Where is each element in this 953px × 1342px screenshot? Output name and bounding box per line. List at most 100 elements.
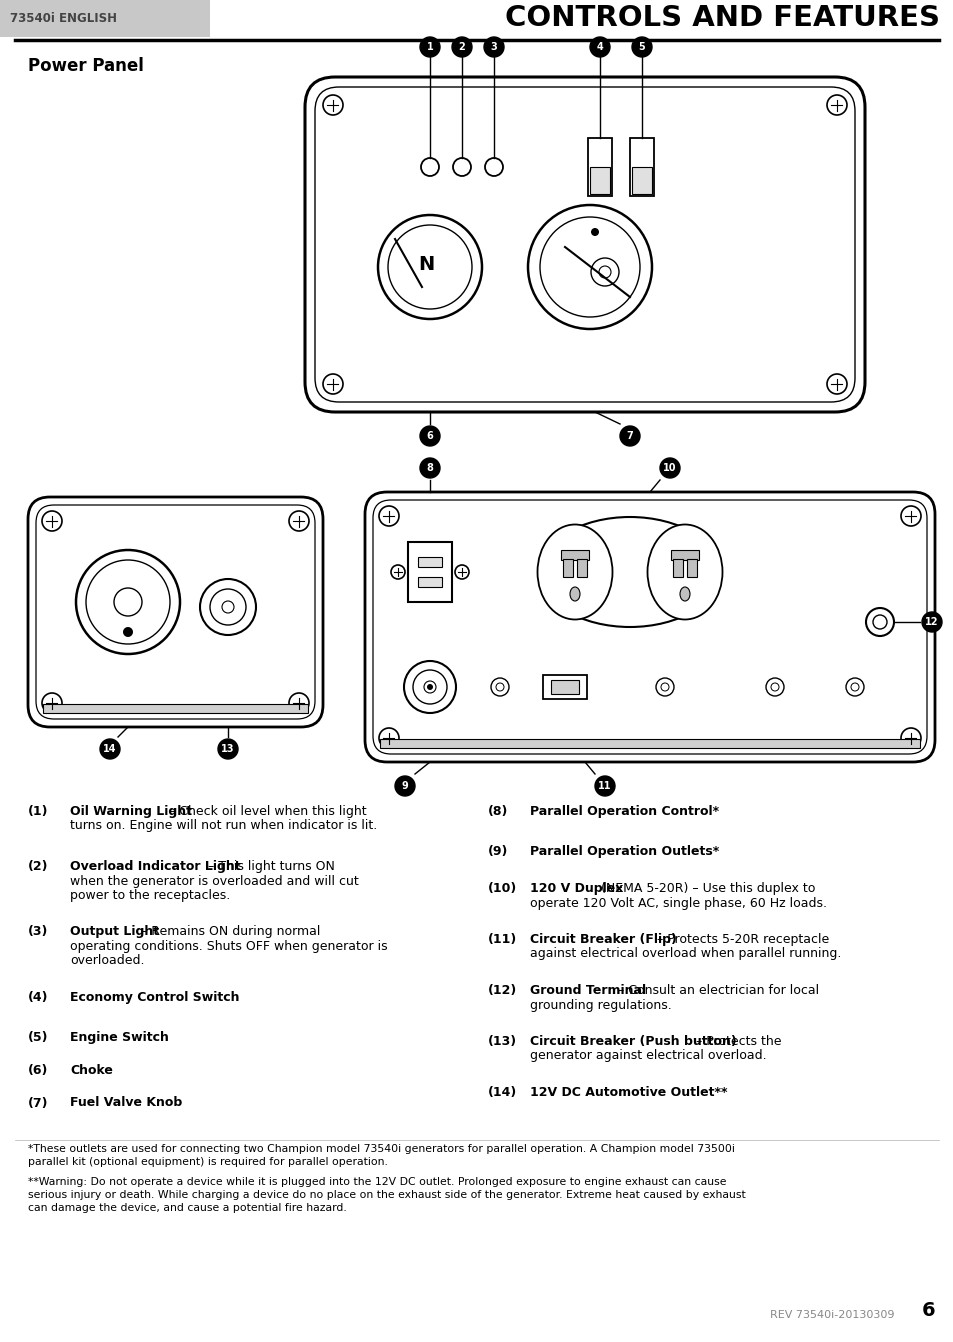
Bar [670, 550, 699, 560]
Text: (1): (1) [28, 805, 49, 819]
Bar [560, 550, 588, 560]
Text: 4: 4 [596, 42, 602, 52]
Circle shape [427, 684, 433, 690]
Text: – Protects the: – Protects the [691, 1035, 781, 1048]
Text: (8): (8) [488, 805, 508, 819]
Text: (13): (13) [488, 1035, 517, 1048]
Text: (NEMA 5-20R) – Use this duplex to: (NEMA 5-20R) – Use this duplex to [597, 882, 815, 895]
Text: Economy Control Switch: Economy Control Switch [70, 990, 239, 1004]
Text: REV 73540i-20130309: REV 73540i-20130309 [770, 1310, 894, 1321]
Ellipse shape [569, 586, 579, 601]
Text: (11): (11) [488, 933, 517, 946]
Text: Power Panel: Power Panel [28, 56, 144, 75]
Text: 14: 14 [103, 743, 116, 754]
Circle shape [395, 776, 415, 796]
Text: 12: 12 [924, 617, 938, 627]
Text: 120 V Duplex: 120 V Duplex [530, 882, 622, 895]
Text: 13: 13 [221, 743, 234, 754]
Text: 10: 10 [662, 463, 676, 472]
Circle shape [452, 38, 472, 56]
Text: **Warning: Do not operate a device while it is plugged into the 12V DC outlet. P: **Warning: Do not operate a device while… [28, 1177, 726, 1188]
Circle shape [619, 425, 639, 446]
Circle shape [589, 38, 609, 56]
Bar [672, 560, 682, 577]
Bar [0, 0, 210, 38]
Circle shape [419, 425, 439, 446]
Text: 7: 7 [626, 431, 633, 442]
Text: turns on. Engine will not run when indicator is lit.: turns on. Engine will not run when indic… [70, 820, 376, 832]
Text: (14): (14) [488, 1086, 517, 1099]
Bar [562, 560, 573, 577]
Text: (9): (9) [488, 845, 508, 859]
Text: Oil Warning Light: Oil Warning Light [70, 805, 192, 819]
Text: *These outlets are used for connecting two Champion model 73540i generators for : *These outlets are used for connecting t… [28, 1143, 734, 1154]
Text: (2): (2) [28, 860, 49, 874]
Bar [629, 138, 654, 196]
Text: 6: 6 [426, 431, 433, 442]
Bar [631, 166, 651, 195]
Text: against electrical overload when parallel running.: against electrical overload when paralle… [530, 947, 841, 961]
Text: Circuit Breaker (Push button): Circuit Breaker (Push button) [530, 1035, 736, 1048]
Text: – Protects 5-20R receptacle: – Protects 5-20R receptacle [652, 933, 828, 946]
Bar [577, 560, 586, 577]
Text: – Consult an electrician for local: – Consult an electrician for local [613, 984, 818, 997]
Text: 9: 9 [401, 781, 408, 790]
Text: 8: 8 [426, 463, 433, 472]
Circle shape [631, 38, 651, 56]
Text: – This light turns ON: – This light turns ON [204, 860, 335, 874]
Text: parallel kit (optional equipment) is required for parallel operation.: parallel kit (optional equipment) is req… [28, 1157, 388, 1168]
Bar [686, 560, 697, 577]
Bar [417, 577, 441, 586]
Text: Overload Indicator Light: Overload Indicator Light [70, 860, 240, 874]
Text: – Remains ON during normal: – Remains ON during normal [137, 926, 320, 938]
Text: 3: 3 [490, 42, 497, 52]
Bar [417, 557, 441, 568]
Text: Parallel Operation Control*: Parallel Operation Control* [530, 805, 719, 819]
Text: 73540i ENGLISH: 73540i ENGLISH [10, 12, 117, 25]
Text: grounding regulations.: grounding regulations. [530, 998, 671, 1012]
Circle shape [659, 458, 679, 478]
Text: Choke: Choke [70, 1064, 112, 1078]
Text: CONTROLS AND FEATURES: CONTROLS AND FEATURES [504, 4, 939, 32]
Text: Output Light: Output Light [70, 926, 159, 938]
Text: can damage the device, and cause a potential fire hazard.: can damage the device, and cause a poten… [28, 1202, 346, 1213]
Text: Parallel Operation Outlets*: Parallel Operation Outlets* [530, 845, 719, 859]
Bar [542, 675, 586, 699]
Circle shape [921, 612, 941, 632]
Bar [379, 739, 919, 747]
Circle shape [595, 776, 615, 796]
Text: (7): (7) [28, 1096, 49, 1110]
Text: power to the receptacles.: power to the receptacles. [70, 888, 230, 902]
Text: Fuel Valve Knob: Fuel Valve Knob [70, 1096, 182, 1110]
Bar [551, 680, 578, 694]
Circle shape [100, 739, 120, 760]
Circle shape [483, 38, 503, 56]
Text: (6): (6) [28, 1064, 49, 1078]
Text: (4): (4) [28, 990, 49, 1004]
Ellipse shape [537, 525, 612, 620]
Text: operating conditions. Shuts OFF when generator is: operating conditions. Shuts OFF when gen… [70, 939, 387, 953]
Text: operate 120 Volt AC, single phase, 60 Hz loads.: operate 120 Volt AC, single phase, 60 Hz… [530, 896, 826, 910]
Text: overloaded.: overloaded. [70, 954, 144, 968]
Text: Ground Terminal: Ground Terminal [530, 984, 645, 997]
Bar [587, 138, 612, 196]
Text: serious injury or death. While charging a device do no place on the exhaust side: serious injury or death. While charging … [28, 1190, 745, 1200]
Ellipse shape [647, 525, 721, 620]
Text: 5: 5 [638, 42, 644, 52]
Text: 6: 6 [921, 1300, 934, 1321]
Text: (10): (10) [488, 882, 517, 895]
Bar [408, 542, 452, 603]
Text: 11: 11 [598, 781, 611, 790]
Text: when the generator is overloaded and will cut: when the generator is overloaded and wil… [70, 875, 358, 887]
Text: 2: 2 [458, 42, 465, 52]
Circle shape [123, 627, 132, 637]
Bar [589, 166, 609, 195]
Bar [43, 705, 308, 713]
Text: generator against electrical overload.: generator against electrical overload. [530, 1049, 766, 1063]
Text: (12): (12) [488, 984, 517, 997]
Text: – Check oil level when this light: – Check oil level when this light [165, 805, 366, 819]
Text: Engine Switch: Engine Switch [70, 1032, 169, 1044]
Text: (3): (3) [28, 926, 49, 938]
Circle shape [419, 458, 439, 478]
Text: 12V DC Automotive Outlet**: 12V DC Automotive Outlet** [530, 1086, 727, 1099]
